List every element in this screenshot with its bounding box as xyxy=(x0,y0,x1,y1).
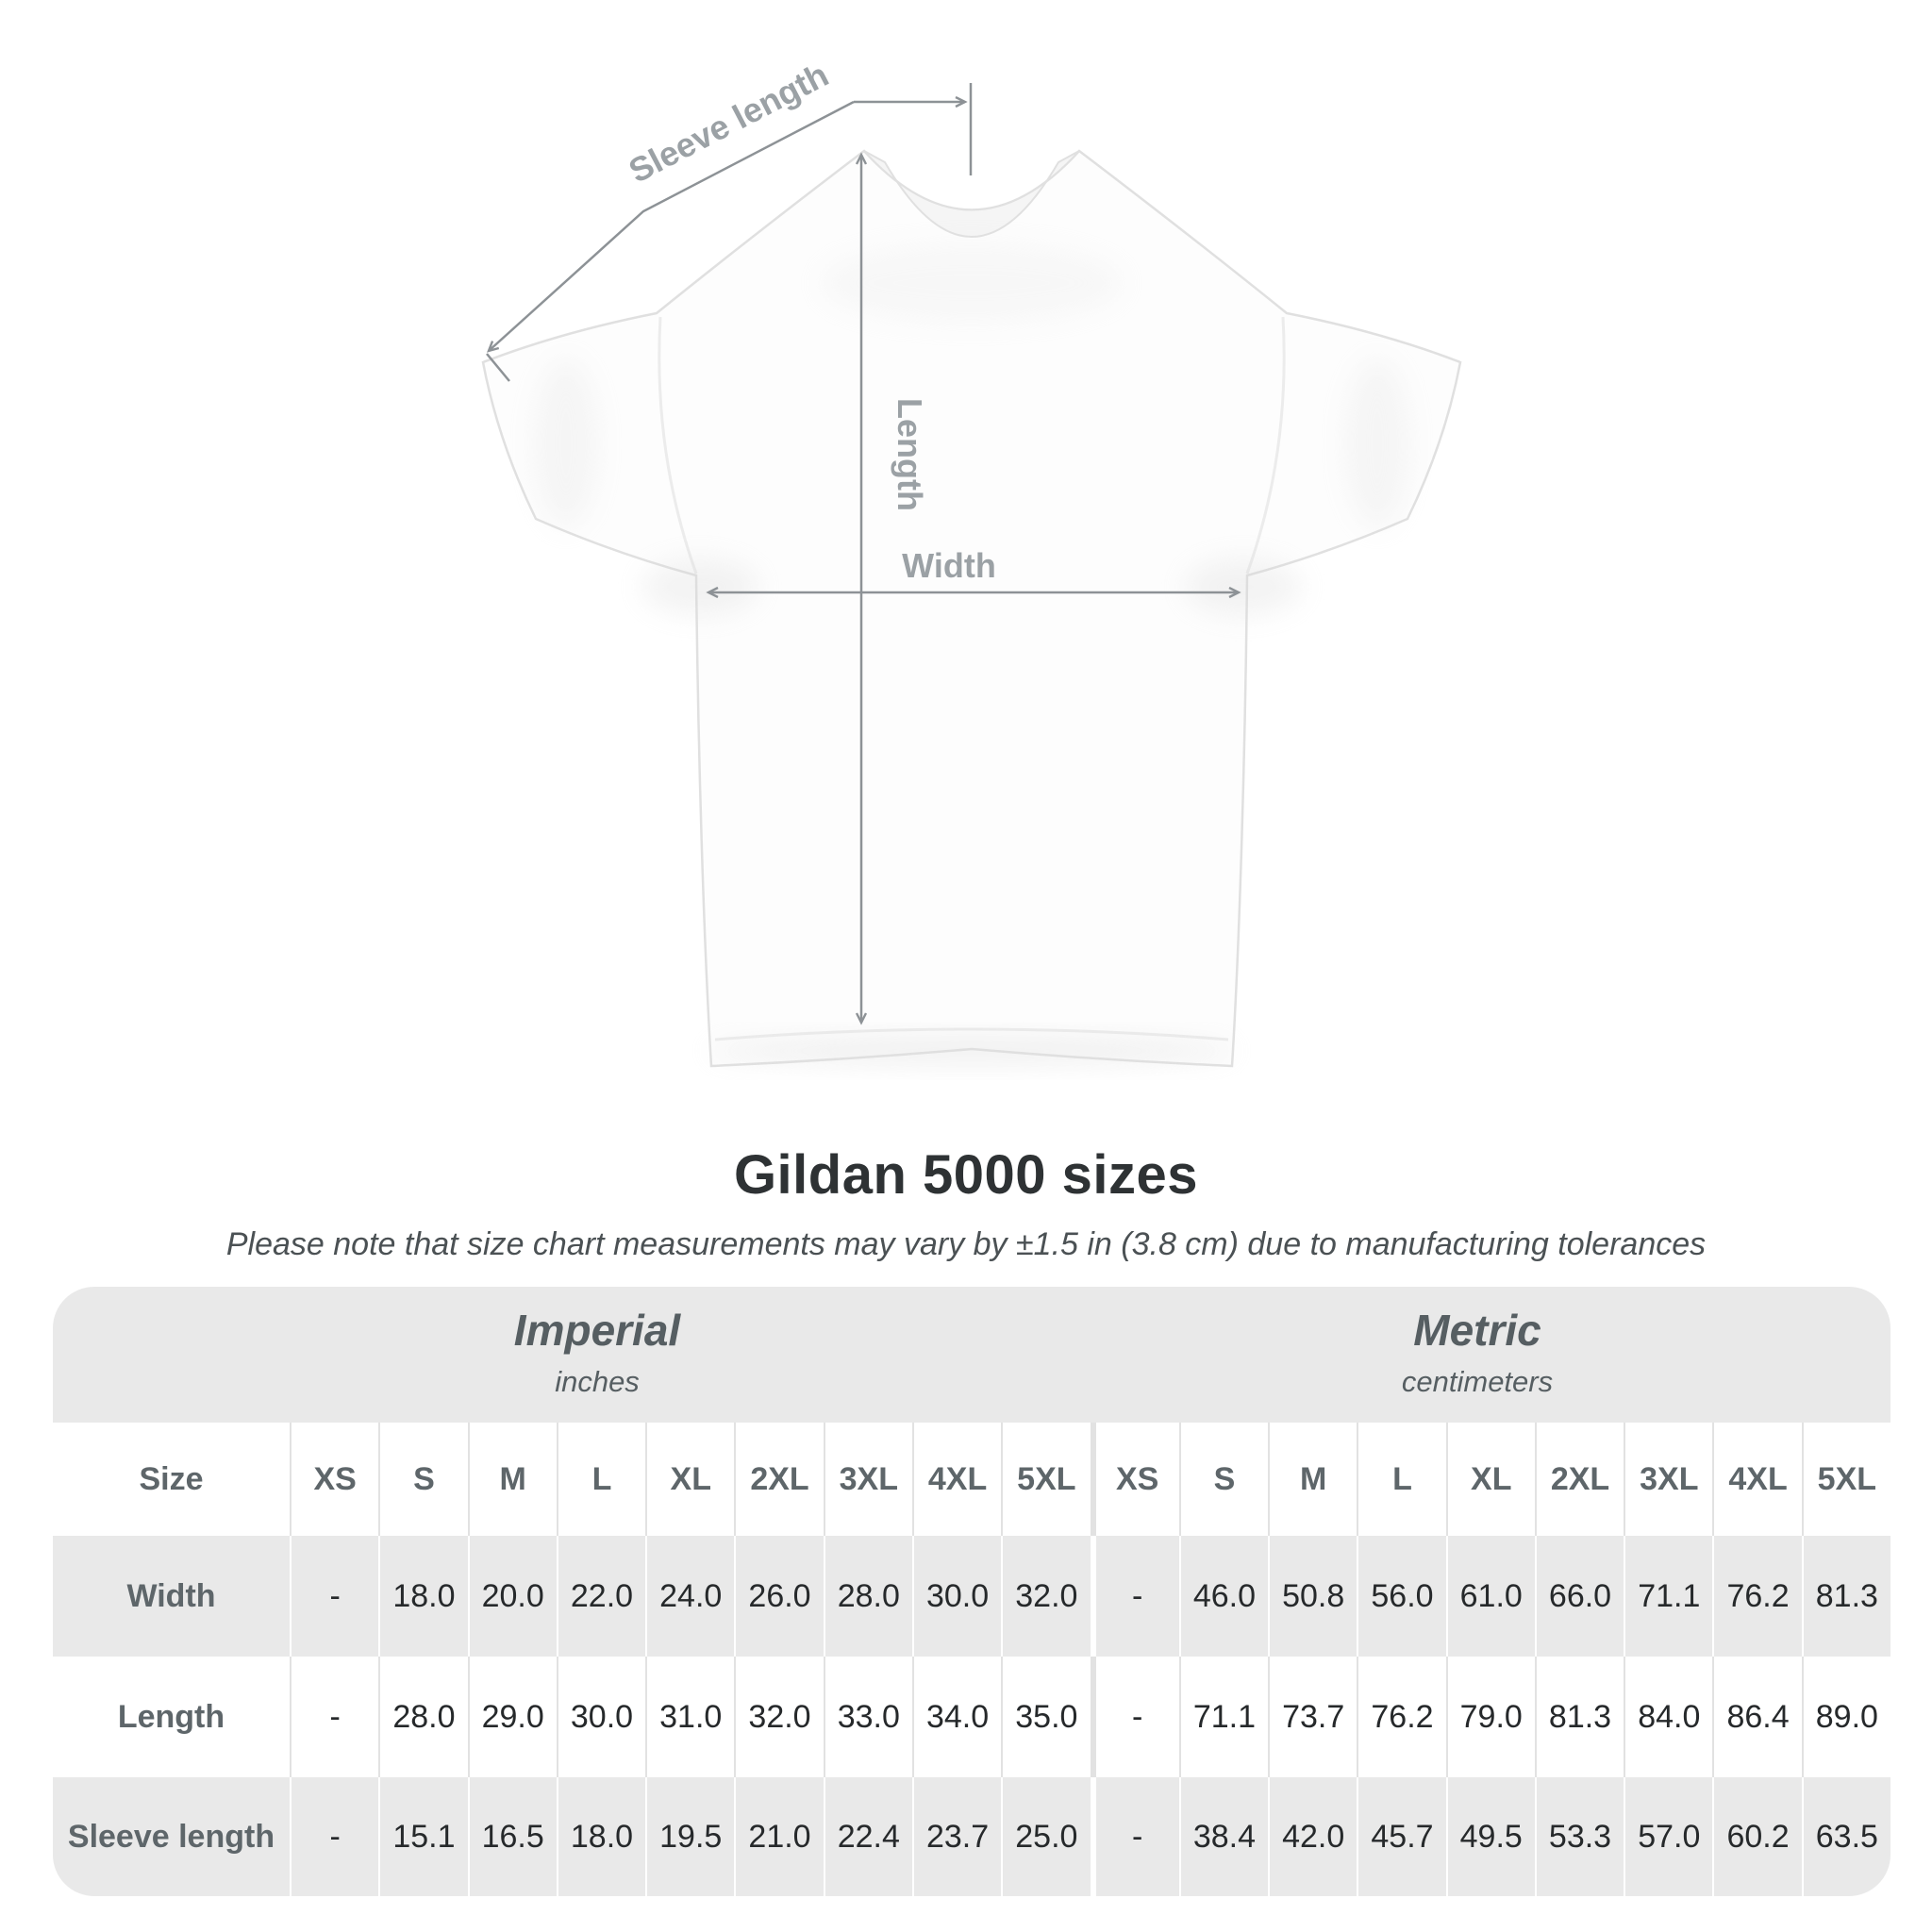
row-label: Length xyxy=(53,1657,290,1777)
col-header-metric-2xl: 2XL xyxy=(1534,1423,1624,1536)
col-header-metric-xl: XL xyxy=(1445,1423,1535,1536)
cell: - xyxy=(290,1536,379,1657)
col-header-imperial-5xl: 5XL xyxy=(1001,1423,1091,1536)
page-title: Gildan 5000 sizes xyxy=(733,1144,1199,1206)
cell: 19.5 xyxy=(645,1777,735,1896)
sleeve-length-label: Sleeve length xyxy=(623,55,835,191)
tshirt-shape xyxy=(481,149,1462,1068)
cell: 42.0 xyxy=(1268,1777,1357,1896)
size-table-grid: Size XS S M L XL 2XL 3XL 4XL 5XL XS S M L XL 2XL 3XL 4XL 5… xyxy=(53,1423,1890,1896)
cell: 61.0 xyxy=(1445,1536,1535,1657)
cell: 71.1 xyxy=(1178,1657,1269,1777)
cell: 76.2 xyxy=(1357,1657,1446,1777)
cell: 45.7 xyxy=(1357,1777,1446,1896)
cell: 20.0 xyxy=(467,1536,557,1657)
cell: 81.3 xyxy=(1801,1536,1890,1657)
cell: 32.0 xyxy=(1001,1536,1091,1657)
cell: - xyxy=(1090,1657,1179,1777)
cell: - xyxy=(1090,1536,1179,1657)
cell: 71.1 xyxy=(1624,1536,1713,1657)
cell: 18.0 xyxy=(378,1536,468,1657)
imperial-unit: inches xyxy=(555,1364,640,1398)
metric-section-header: Metric centimeters xyxy=(1402,1306,1553,1399)
cell: 81.3 xyxy=(1534,1657,1624,1777)
cell: 89.0 xyxy=(1801,1657,1890,1777)
cell: 56.0 xyxy=(1357,1536,1446,1657)
col-header-imperial-4xl: 4XL xyxy=(911,1423,1002,1536)
col-header-metric-3xl: 3XL xyxy=(1624,1423,1713,1536)
cell: 23.7 xyxy=(911,1777,1002,1896)
cell: 63.5 xyxy=(1801,1777,1890,1896)
length-label: Length xyxy=(891,398,929,511)
cell: 46.0 xyxy=(1178,1536,1269,1657)
tshirt-diagram: Sleeve length Length Width xyxy=(481,55,1462,1068)
cell: 38.4 xyxy=(1178,1777,1269,1896)
col-header-imperial-3xl: 3XL xyxy=(823,1423,912,1536)
cell: 57.0 xyxy=(1624,1777,1713,1896)
col-header-imperial-xs: XS xyxy=(290,1423,379,1536)
col-header-metric-l: L xyxy=(1357,1423,1446,1536)
cell: 28.0 xyxy=(823,1536,912,1657)
sleeve-diagonal-arrow xyxy=(489,100,855,351)
cell: 21.0 xyxy=(734,1777,824,1896)
size-table: Imperial inches Metric centimeters Size X… xyxy=(53,1287,1890,1896)
cell: - xyxy=(290,1777,379,1896)
cell: 73.7 xyxy=(1268,1657,1357,1777)
cell: 31.0 xyxy=(645,1657,735,1777)
cell: 33.0 xyxy=(823,1657,912,1777)
col-header-metric-5xl: 5XL xyxy=(1801,1423,1890,1536)
cell: 86.4 xyxy=(1712,1657,1802,1777)
cell: 22.4 xyxy=(823,1777,912,1896)
cell: 18.0 xyxy=(556,1777,646,1896)
metric-unit: centimeters xyxy=(1401,1364,1554,1398)
cell: 66.0 xyxy=(1534,1536,1624,1657)
col-header-imperial-2xl: 2XL xyxy=(734,1423,824,1536)
width-label: Width xyxy=(902,546,996,585)
col-header-metric-s: S xyxy=(1178,1423,1269,1536)
col-header-imperial-m: M xyxy=(467,1423,557,1536)
imperial-label: Imperial xyxy=(513,1306,681,1355)
cell: 30.0 xyxy=(556,1657,646,1777)
cell: 25.0 xyxy=(1001,1777,1091,1896)
cell: 32.0 xyxy=(734,1657,824,1777)
cell: 79.0 xyxy=(1445,1657,1535,1777)
cell: 34.0 xyxy=(911,1657,1002,1777)
size-column-header: Size xyxy=(53,1423,290,1536)
imperial-section-header: Imperial inches xyxy=(514,1306,680,1399)
sleeve-leader-tail xyxy=(486,353,510,382)
col-header-imperial-xl: XL xyxy=(645,1423,735,1536)
col-header-metric-m: M xyxy=(1268,1423,1357,1536)
cell: 24.0 xyxy=(645,1536,735,1657)
col-header-imperial-s: S xyxy=(378,1423,468,1536)
cell: 84.0 xyxy=(1624,1657,1713,1777)
cell: 29.0 xyxy=(467,1657,557,1777)
col-header-metric-4xl: 4XL xyxy=(1712,1423,1802,1536)
metric-label: Metric xyxy=(1413,1306,1541,1355)
cell: 15.1 xyxy=(378,1777,468,1896)
cell: 49.5 xyxy=(1445,1777,1535,1896)
row-label: Sleeve length xyxy=(53,1777,290,1896)
cell: 76.2 xyxy=(1712,1536,1802,1657)
sleeve-length-dimension xyxy=(486,83,973,382)
unit-band: Imperial inches Metric centimeters xyxy=(53,1287,1890,1423)
cell: 22.0 xyxy=(556,1536,646,1657)
cell: 53.3 xyxy=(1534,1777,1624,1896)
cell: 26.0 xyxy=(734,1536,824,1657)
cell: - xyxy=(290,1657,379,1777)
col-header-imperial-l: L xyxy=(556,1423,646,1536)
tshirt-diagram-svg: Sleeve length Length Width xyxy=(481,55,1462,1068)
cell: 60.2 xyxy=(1712,1777,1802,1896)
cell: 30.0 xyxy=(911,1536,1002,1657)
cell: - xyxy=(1090,1777,1179,1896)
col-header-metric-xs: XS xyxy=(1090,1423,1179,1536)
cell: 16.5 xyxy=(467,1777,557,1896)
cell: 28.0 xyxy=(378,1657,468,1777)
cell: 35.0 xyxy=(1001,1657,1091,1777)
tolerance-note: Please note that size chart measurements… xyxy=(225,1226,1707,1262)
row-label: Width xyxy=(53,1536,290,1657)
cell: 50.8 xyxy=(1268,1536,1357,1657)
